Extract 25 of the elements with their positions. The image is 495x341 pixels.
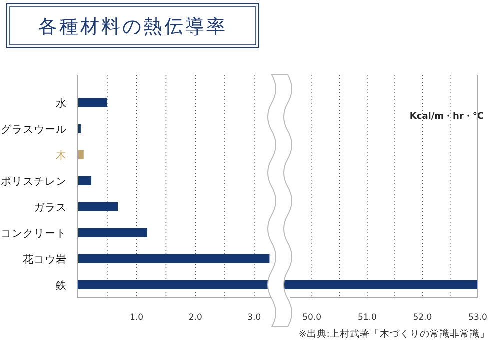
- title: 各種材料の熱伝導率: [6, 4, 260, 48]
- y-tick-label: ガラス: [34, 202, 67, 214]
- bar: [78, 150, 84, 160]
- x-tick-label: 50.0: [302, 313, 322, 323]
- bar: [78, 254, 270, 264]
- x-tick-label: 1.0: [130, 313, 144, 323]
- bar: [78, 202, 118, 212]
- annotation: Kcal/m・hr・°C: [410, 112, 484, 122]
- y-tick-label: 木: [56, 149, 67, 162]
- bar: [78, 98, 108, 108]
- y-tick-label: ポリスチレン: [1, 176, 67, 188]
- y-tick-label: 鉄: [56, 280, 67, 292]
- chart-title: 各種材料の熱伝導率: [38, 16, 228, 38]
- y-tick-label: グラスウール: [1, 124, 67, 136]
- y-tick-label: コンクリート: [1, 228, 67, 240]
- x-tick-label: 51.0: [358, 313, 377, 323]
- bar: [78, 228, 148, 238]
- x-tick-label: 52.0: [413, 313, 432, 323]
- x-tick-label: 3.0: [248, 313, 262, 323]
- x-tick-label: 53.0: [468, 313, 488, 323]
- y-tick-label: 水: [56, 97, 67, 110]
- y-tick-label: 花コウ岩: [23, 253, 67, 266]
- bar: [78, 176, 92, 186]
- text: ※出典:上村武著「木づくりの常識非常識」: [298, 328, 490, 340]
- x-tick-label: 2.0: [188, 313, 202, 323]
